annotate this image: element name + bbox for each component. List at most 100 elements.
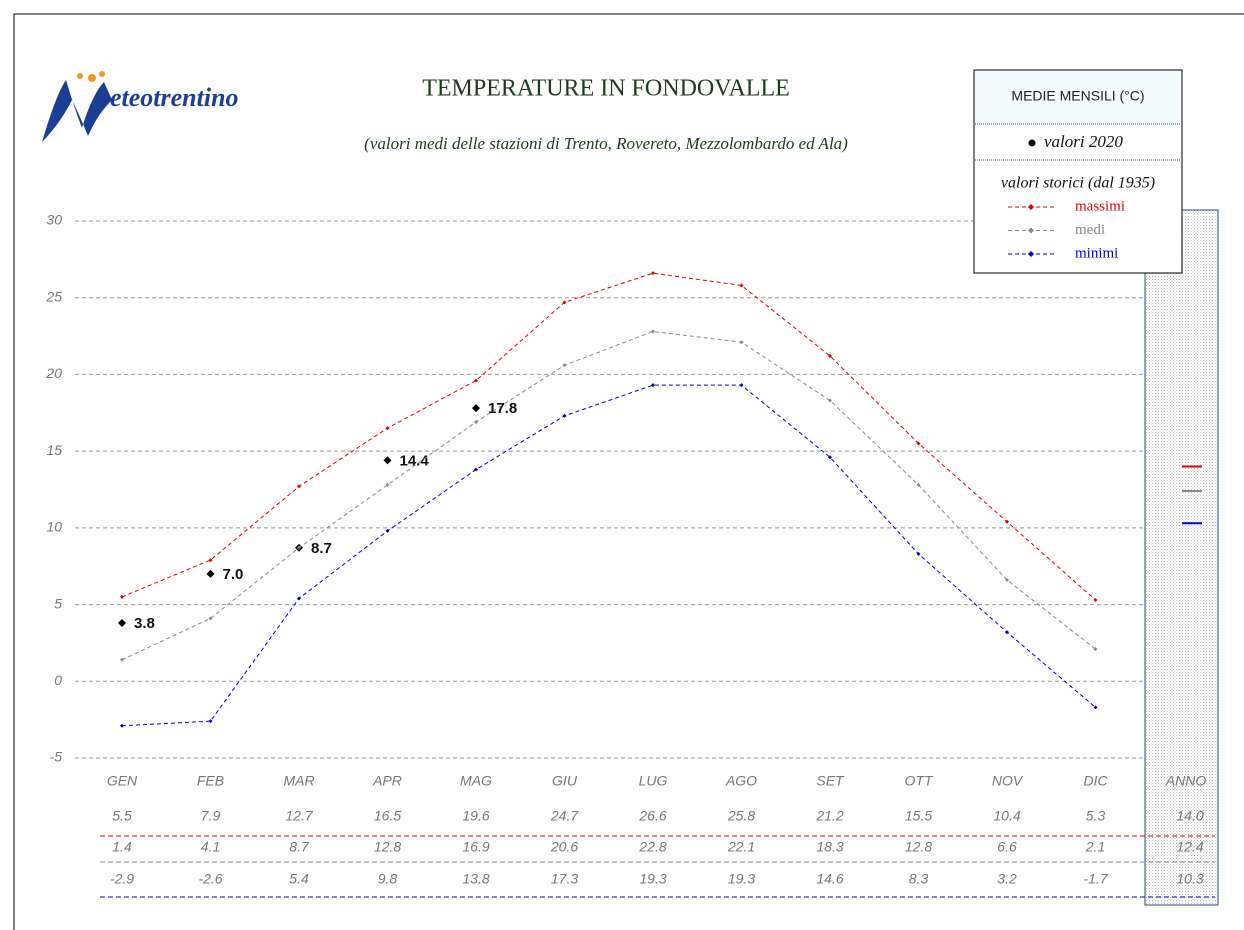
table-cell: 19.6 [462, 808, 489, 824]
y-tick-label: 20 [45, 365, 62, 381]
legend-label: valori 2020 [1044, 132, 1123, 151]
table-cell: 8.3 [909, 871, 929, 887]
line-marker [120, 594, 124, 599]
table-cell: 25.8 [727, 808, 755, 824]
x-tick-label: MAG [460, 773, 492, 789]
x-tick-label: GIU [552, 773, 578, 789]
x-tick-label: FEB [197, 773, 224, 789]
legend: MEDIE MENSILI (°C) valori 2020 massimi medi… [973, 69, 1183, 274]
line-marker [1093, 705, 1098, 710]
line-marker [916, 482, 921, 487]
line-marker [297, 545, 301, 550]
x-tick-label: APR [372, 773, 402, 789]
y-tick-label: 15 [46, 442, 62, 458]
y-tick-label: 0 [54, 672, 62, 688]
table-cell: 4.1 [201, 839, 220, 855]
series-line [121, 272, 1096, 601]
line-marker [120, 723, 124, 728]
table-cell: 19.3 [639, 871, 666, 887]
chart-subtitle: (valori medi delle stazioni di Trento, R… [364, 134, 848, 153]
legend-label: medi [1075, 222, 1105, 238]
table-cell: 2.1 [1085, 839, 1105, 855]
table-cell: 26.6 [638, 808, 666, 824]
table-cell: -2.9 [110, 871, 134, 887]
line-marker [474, 419, 478, 424]
data-label: 14.4 [400, 452, 430, 469]
line-marker [120, 657, 124, 662]
table-cell: 16.9 [462, 839, 489, 855]
point [383, 456, 392, 465]
logo-text: eteotrentino [110, 83, 239, 112]
table-cell: 10.4 [993, 808, 1020, 824]
x-tick-label: MAR [283, 773, 314, 789]
table-cell: 5.5 [112, 808, 132, 824]
annual-column [1144, 209, 1219, 906]
line-marker [208, 719, 213, 724]
table-cell: 18.3 [816, 839, 843, 855]
x-tick-label: DIC [1083, 773, 1108, 789]
line-marker [1005, 630, 1009, 635]
table-cell: 3.2 [997, 871, 1017, 887]
line-marker [828, 398, 832, 403]
table-cell: 22.1 [727, 839, 755, 855]
line-marker [739, 340, 744, 345]
line-marker [297, 484, 301, 489]
data-label: 3.8 [134, 615, 155, 632]
line-marker [739, 283, 744, 288]
line-marker [1093, 647, 1098, 652]
x-tick-label: OTT [905, 773, 934, 789]
line-marker [208, 558, 213, 563]
line-marker [562, 300, 567, 305]
table-cell: 20.6 [550, 839, 578, 855]
point [206, 569, 215, 578]
series-line [121, 384, 1096, 727]
data-label: 7.0 [223, 566, 244, 583]
chart-title: TEMPERATURE IN FONDOVALLE [422, 76, 790, 102]
line-marker [651, 329, 655, 334]
table-cell: 12.7 [285, 808, 313, 824]
point [472, 404, 480, 413]
line-marker [562, 363, 567, 368]
table-cell: 7.9 [201, 808, 221, 824]
legend-header [975, 71, 1181, 124]
line-marker [385, 482, 390, 487]
legend-title: MEDIE MENSILI (°C) [1011, 88, 1144, 104]
table-cell: 10.3 [1176, 871, 1203, 887]
line-marker [1005, 578, 1009, 583]
logo: eteotrentino [42, 71, 239, 142]
legend-marker [1028, 251, 1034, 257]
line-marker [651, 383, 655, 388]
y-tick-label: 5 [54, 595, 62, 611]
data-label: 8.7 [311, 540, 332, 557]
table-cell: 1.4 [112, 839, 132, 855]
legend-marker [1028, 204, 1034, 210]
line-marker [828, 354, 832, 359]
line-marker [474, 467, 478, 472]
line-marker [208, 616, 213, 621]
table-cell: 5.3 [1086, 808, 1106, 824]
legend-marker [1028, 139, 1036, 147]
table-cell: 21.2 [815, 808, 843, 824]
table-cell: 17.3 [551, 871, 578, 887]
table-cell: 12.8 [374, 839, 401, 855]
line-marker [1093, 597, 1098, 602]
x-tick-label: ANNO [1165, 773, 1207, 789]
data-label: 17.8 [488, 400, 517, 417]
table-cell: 14.6 [816, 871, 843, 887]
point [118, 618, 126, 627]
table-cell: 12.8 [905, 839, 932, 855]
line-marker [297, 596, 301, 601]
x-tick-label: SET [816, 773, 845, 789]
line-marker [385, 426, 390, 431]
table-cell: -2.6 [198, 871, 222, 887]
y-tick-label: 10 [46, 519, 62, 535]
table-cell: 22.8 [638, 839, 666, 855]
table-cell: 13.8 [462, 871, 489, 887]
y-tick-label: 30 [46, 212, 62, 228]
legend-label: massimi [1075, 198, 1125, 214]
table-cell: 12.4 [1176, 839, 1203, 855]
x-tick-label: AGO [725, 773, 757, 789]
table-cell: 24.7 [550, 808, 579, 824]
table-cell: 19.3 [728, 871, 755, 887]
